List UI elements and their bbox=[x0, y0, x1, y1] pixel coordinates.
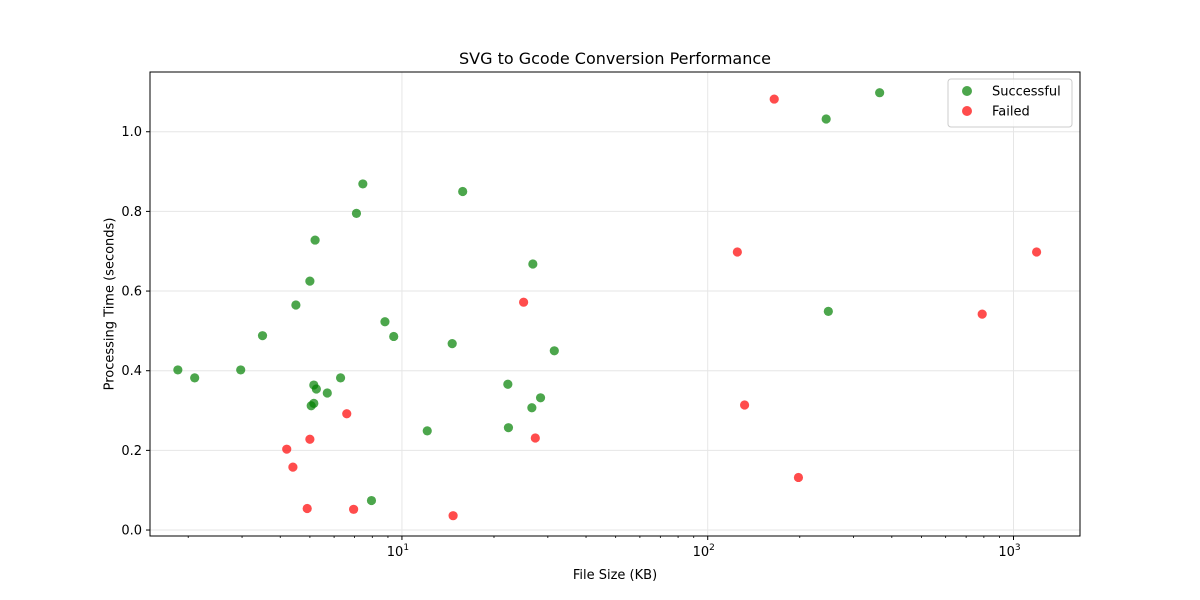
legend-marker-successful bbox=[962, 86, 972, 96]
failed-point bbox=[793, 472, 804, 483]
successful-point bbox=[527, 403, 537, 413]
successful-point bbox=[875, 88, 885, 98]
failed-point bbox=[519, 297, 529, 307]
legend-label-failed: Failed bbox=[992, 105, 1030, 120]
y-tick-label: 0.4 bbox=[121, 364, 142, 379]
y-tick-label: 0.6 bbox=[121, 285, 142, 300]
failed-point bbox=[977, 309, 987, 319]
failed-point bbox=[302, 503, 312, 514]
failed-point bbox=[448, 511, 458, 521]
series-failed bbox=[282, 94, 1042, 521]
grid-lines bbox=[150, 72, 1080, 536]
y-tick-label: 0.2 bbox=[121, 444, 142, 459]
data-points bbox=[173, 88, 1042, 521]
successful-point bbox=[190, 373, 200, 383]
successful-point bbox=[309, 398, 319, 408]
successful-point bbox=[503, 379, 513, 389]
failed-point bbox=[1031, 247, 1042, 257]
x-tick-label: 101 bbox=[387, 543, 409, 560]
chart-title: SVG to Gcode Conversion Performance bbox=[459, 49, 771, 68]
successful-point bbox=[389, 331, 399, 342]
plot-area-frame bbox=[149, 71, 1081, 537]
successful-point bbox=[422, 426, 432, 436]
successful-point bbox=[528, 259, 538, 269]
series-successful bbox=[173, 88, 885, 506]
successful-point bbox=[458, 186, 468, 197]
legend: Successful Failed bbox=[947, 78, 1073, 128]
successful-point bbox=[311, 384, 321, 394]
y-axis-ticks: 0.0 0.2 0.4 0.6 0.8 1.0 bbox=[121, 125, 150, 539]
legend-marker-failed bbox=[962, 106, 972, 116]
successful-point bbox=[351, 208, 362, 218]
failed-point bbox=[288, 462, 298, 472]
y-tick-label: 0.0 bbox=[121, 524, 142, 539]
successful-point bbox=[380, 317, 390, 327]
minor-ticks bbox=[187, 536, 1000, 538]
successful-point bbox=[310, 235, 320, 245]
y-tick-label: 0.8 bbox=[121, 205, 142, 220]
legend-box bbox=[947, 78, 1073, 128]
successful-point bbox=[366, 495, 377, 506]
successful-point bbox=[358, 179, 368, 189]
x-axis-title: File Size (KB) bbox=[573, 568, 657, 583]
successful-point bbox=[257, 331, 268, 341]
x-axis-ticks: 101 102 103 bbox=[387, 536, 1021, 560]
failed-point bbox=[769, 94, 779, 104]
y-tick-label: 1.0 bbox=[121, 125, 142, 140]
successful-point bbox=[335, 373, 346, 383]
successful-point bbox=[549, 346, 559, 356]
successful-point bbox=[447, 339, 457, 349]
legend-label-successful: Successful bbox=[992, 85, 1061, 100]
successful-point bbox=[535, 393, 546, 403]
failed-point bbox=[342, 409, 352, 419]
successful-point bbox=[503, 423, 514, 433]
failed-point bbox=[530, 433, 540, 443]
failed-point bbox=[305, 434, 315, 444]
successful-point bbox=[173, 365, 183, 375]
successful-point bbox=[821, 114, 831, 124]
failed-point bbox=[732, 247, 742, 257]
y-axis-title: Processing Time (seconds) bbox=[103, 218, 118, 391]
successful-point bbox=[305, 276, 315, 286]
successful-point bbox=[236, 365, 246, 375]
failed-point bbox=[739, 400, 750, 410]
successful-point bbox=[291, 300, 301, 310]
successful-point bbox=[823, 306, 833, 316]
failed-point bbox=[282, 444, 292, 454]
failed-point bbox=[349, 504, 359, 514]
x-tick-label: 102 bbox=[693, 543, 715, 560]
x-tick-label: 103 bbox=[998, 543, 1020, 560]
successful-point bbox=[322, 388, 332, 398]
